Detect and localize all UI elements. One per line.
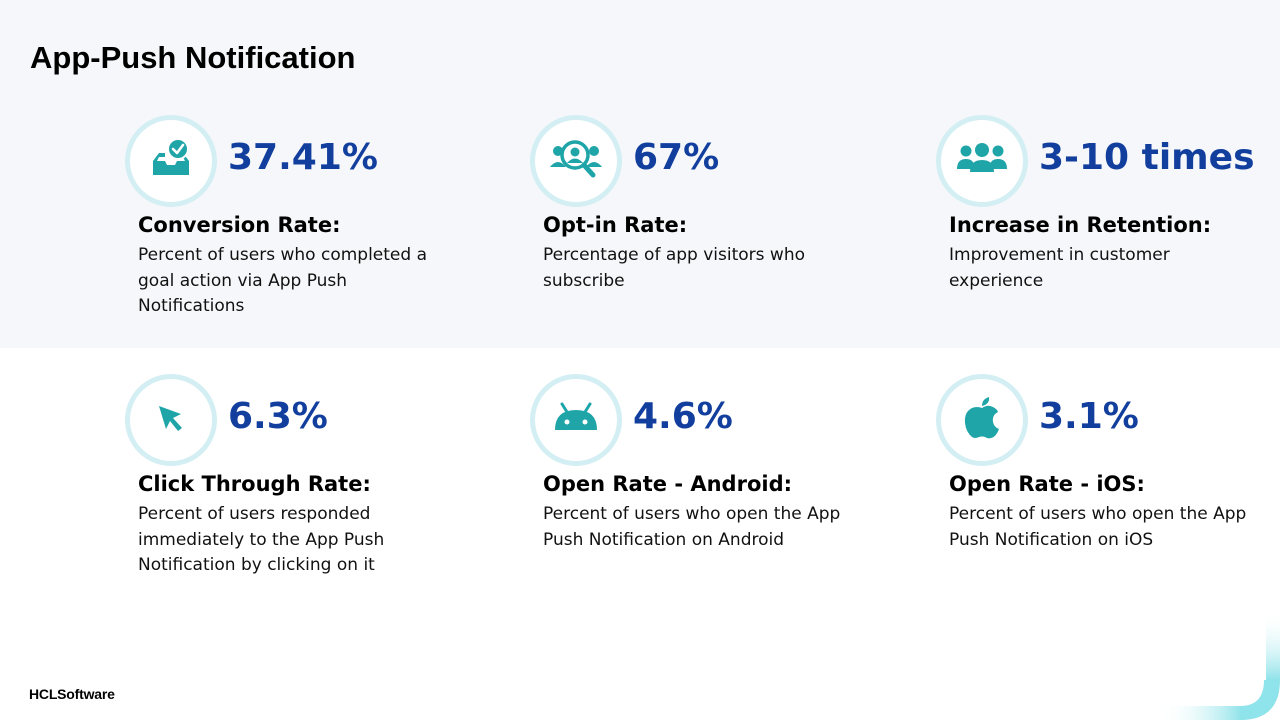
stat-label: Conversion Rate:	[138, 213, 341, 237]
stat-value: 4.6%	[633, 396, 733, 437]
stat-conversion-rate: 37.41% Conversion Rate: Percent of users…	[125, 115, 498, 348]
stat-value: 37.41%	[228, 137, 378, 178]
users-group-icon	[956, 141, 1008, 181]
stat-value: 3.1%	[1039, 396, 1139, 437]
stat-description: Percent of users who completed a goal ac…	[138, 245, 427, 316]
brand-logo: HCLSoftware	[29, 686, 115, 702]
icon-ring	[125, 115, 217, 207]
icon-ring	[530, 374, 622, 466]
stat-label: Open Rate - iOS:	[949, 472, 1145, 496]
stat-label: Open Rate - Android:	[543, 472, 792, 496]
stat-value: 67%	[633, 137, 720, 178]
icon-ring	[936, 115, 1028, 207]
stat-opt-in-rate: 67% Opt-in Rate: Percentage of app visit…	[530, 115, 903, 348]
stat-value: 6.3%	[228, 396, 328, 437]
icon-ring	[530, 115, 622, 207]
stat-description: Improvement in customer experience	[949, 245, 1170, 291]
stat-click-through-rate: 6.3% Click Through Rate: Percent of user…	[125, 374, 498, 607]
stat-value: 3-10 times	[1039, 137, 1255, 178]
android-icon	[552, 400, 600, 440]
stat-label: Opt-in Rate:	[543, 213, 688, 237]
apple-icon	[962, 396, 1002, 444]
cursor-arrow-icon	[151, 398, 191, 442]
corner-decoration	[1160, 610, 1280, 720]
stat-description: Percentage of app visitors who subscribe	[543, 245, 805, 291]
icon-ring	[936, 374, 1028, 466]
stat-description: Percent of users who open the App Push N…	[949, 504, 1247, 550]
stat-open-rate-ios: 3.1% Open Rate - iOS: Percent of users w…	[936, 374, 1280, 607]
stat-open-rate-android: 4.6% Open Rate - Android: Percent of use…	[530, 374, 903, 607]
stat-label: Increase in Retention:	[949, 213, 1212, 237]
inbox-check-icon	[149, 137, 193, 185]
user-search-icon	[550, 137, 602, 185]
icon-ring	[125, 374, 217, 466]
stat-label: Click Through Rate:	[138, 472, 371, 496]
stat-description: Percent of users who open the App Push N…	[543, 504, 841, 550]
stat-increase-in-retention: 3-10 times Increase in Retention: Improv…	[936, 115, 1280, 348]
stat-description: Percent of users responded immediately t…	[138, 504, 385, 575]
page-title: App-Push Notification	[30, 40, 356, 75]
